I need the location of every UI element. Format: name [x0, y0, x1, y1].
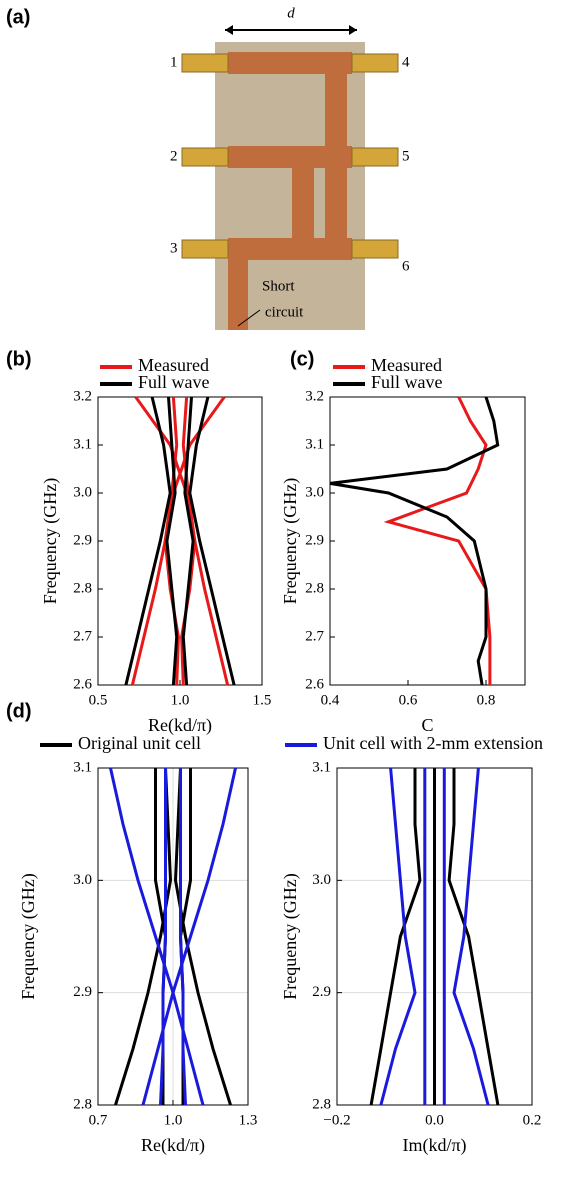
port-label: 5 — [402, 148, 410, 164]
curve — [188, 396, 236, 686]
curve — [452, 767, 490, 1106]
x-tick-label: 0.7 — [89, 1112, 108, 1128]
y-tick-label: 2.7 — [305, 628, 324, 644]
y-axis-label: Frequency (GHz) — [18, 873, 39, 999]
x-axis-label: Im(kd/π) — [402, 1135, 466, 1156]
x-tick-label: −0.2 — [323, 1112, 350, 1128]
note-pointer — [237, 309, 261, 327]
port-label: 1 — [170, 54, 178, 70]
x-tick-label: 1.0 — [164, 1112, 183, 1128]
curve — [179, 768, 187, 1106]
y-tick-label: 3.1 — [73, 759, 92, 775]
x-tick-label: 0.8 — [477, 692, 496, 708]
y-tick-label: 3.0 — [312, 872, 331, 888]
legend-label: Full wave — [371, 372, 443, 392]
note: circuit — [265, 304, 304, 320]
plot-frame — [97, 767, 249, 1106]
dimension-label: d — [287, 5, 295, 21]
port-label: 4 — [402, 54, 410, 70]
connectors — [181, 53, 399, 259]
legend-label: Measured — [371, 355, 442, 375]
y-axis-label: Frequency (GHz) — [280, 873, 301, 999]
note: Short — [262, 278, 295, 294]
y-tick-label: 2.7 — [73, 628, 92, 644]
curve — [141, 767, 237, 1106]
panel-label: (a) — [6, 6, 30, 28]
legend-label: Original unit cell — [78, 733, 201, 753]
x-axis-label: Re(kd/π) — [141, 1135, 205, 1156]
curve — [173, 767, 232, 1106]
y-tick-label: 2.8 — [305, 580, 324, 596]
y-tick-label: 2.9 — [305, 532, 324, 548]
curve — [163, 396, 180, 686]
y-tick-label: 2.9 — [73, 532, 92, 548]
y-tick-label: 2.8 — [312, 1096, 331, 1112]
curve — [109, 767, 205, 1106]
port-label: 2 — [170, 148, 178, 164]
y-tick-label: 2.6 — [305, 676, 324, 692]
curve — [114, 767, 173, 1106]
curve — [447, 768, 500, 1106]
x-tick-label: 1.5 — [253, 692, 272, 708]
curve — [369, 768, 422, 1106]
y-tick-label: 2.9 — [312, 984, 331, 1000]
y-tick-label: 3.0 — [73, 872, 92, 888]
plot-frame — [97, 396, 263, 686]
y-tick-label: 3.1 — [73, 436, 92, 452]
panel-label: (b) — [6, 348, 32, 370]
curve — [181, 396, 195, 686]
curve — [124, 396, 172, 686]
panel-label: (c) — [290, 348, 314, 370]
port-label: 3 — [170, 240, 178, 256]
curve — [165, 396, 179, 686]
y-tick-label: 3.2 — [305, 388, 324, 404]
panel-label: (d) — [6, 700, 32, 722]
port-label: 6 — [402, 258, 410, 274]
curve — [329, 396, 500, 686]
copper-traces — [228, 52, 352, 330]
x-tick-label: 0.6 — [399, 692, 418, 708]
y-tick-label: 3.1 — [312, 759, 331, 775]
curve — [379, 767, 417, 1106]
y-tick-label: 3.0 — [305, 484, 324, 500]
y-tick-label: 2.9 — [73, 984, 92, 1000]
x-tick-label: 1.0 — [171, 692, 190, 708]
y-tick-label: 2.8 — [73, 580, 92, 596]
y-tick-label: 3.2 — [73, 388, 92, 404]
y-axis-label: Frequency (GHz) — [280, 478, 301, 604]
y-tick-label: 3.1 — [305, 436, 324, 452]
x-axis-label: Re(kd/π) — [148, 715, 212, 736]
legend-label: Measured — [138, 355, 209, 375]
x-axis-label: C — [421, 715, 433, 735]
x-tick-label: 0.5 — [89, 692, 108, 708]
x-tick-label: 0.2 — [523, 1112, 542, 1128]
y-axis-label: Frequency (GHz) — [40, 478, 61, 604]
x-tick-label: 0.0 — [425, 1112, 444, 1128]
plot-frame — [329, 396, 526, 686]
legend-label: Full wave — [138, 372, 210, 392]
curve — [159, 768, 167, 1106]
x-tick-label: 0.4 — [321, 692, 340, 708]
y-tick-label: 3.0 — [73, 484, 92, 500]
curve — [180, 396, 197, 686]
legend-label: Unit cell with 2-mm extension — [323, 733, 543, 753]
x-tick-label: 1.3 — [239, 1112, 258, 1128]
y-tick-label: 2.6 — [73, 676, 92, 692]
y-tick-label: 2.8 — [73, 1096, 92, 1112]
